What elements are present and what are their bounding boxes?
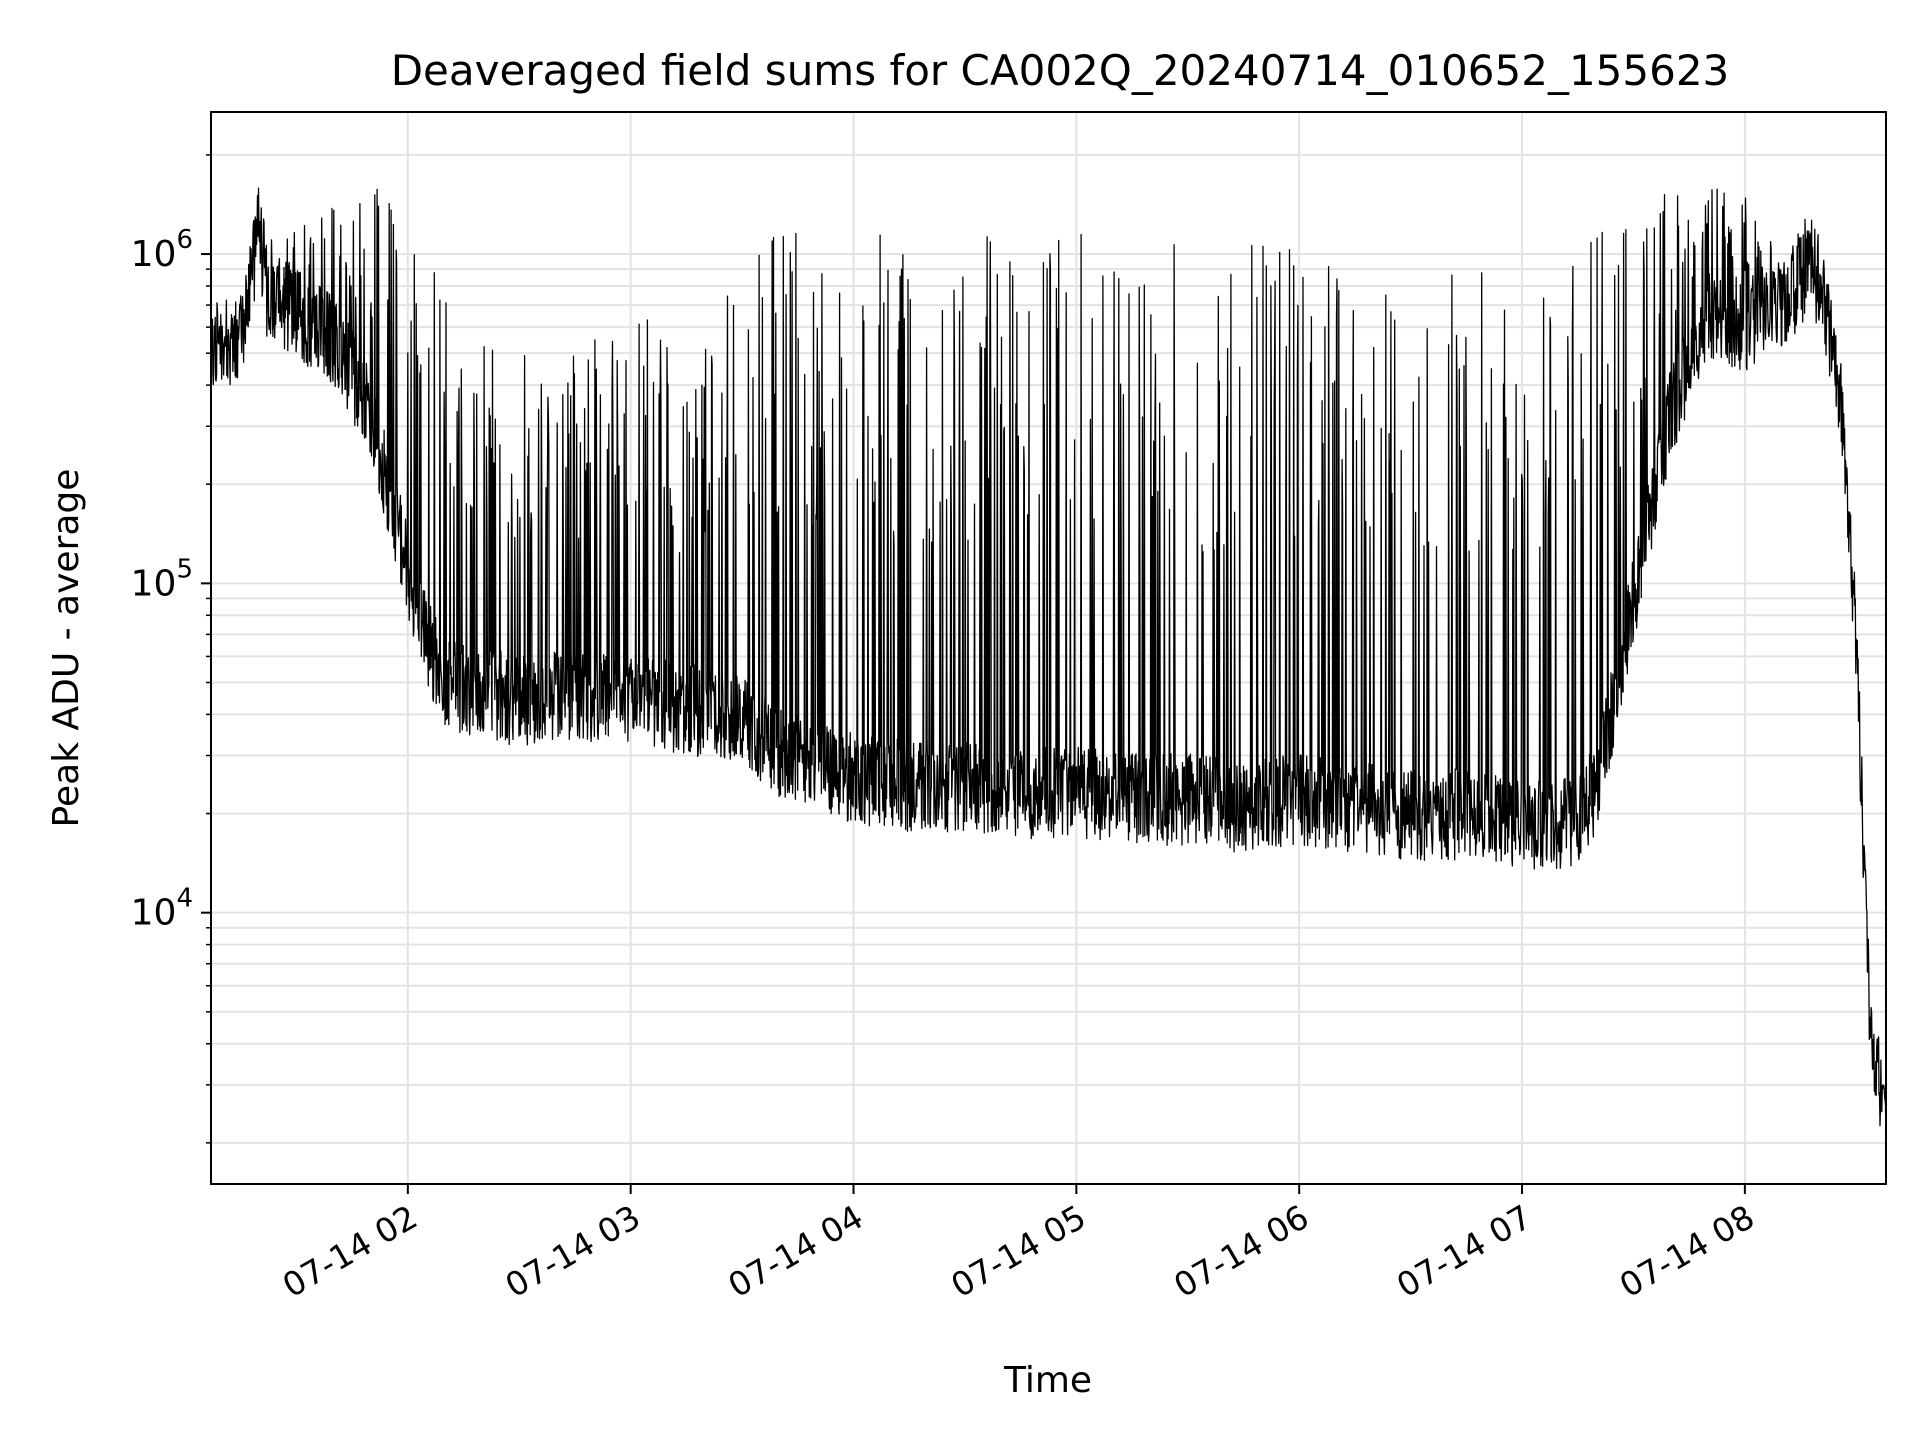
x-tick-label: 07-14 08 <box>1613 1197 1761 1305</box>
x-tick-label: 07-14 07 <box>1390 1197 1538 1305</box>
x-axis: 07-14 02 07-14 03 07-14 04 07-14 05 07-14 06… <box>276 1184 1761 1305</box>
x-tick-label: 07-14 03 <box>499 1197 647 1305</box>
series-line <box>210 187 1887 1143</box>
plot-frame <box>210 111 1887 1185</box>
x-tick-label: 07-14 05 <box>944 1197 1092 1305</box>
x-tick-label: 07-14 02 <box>276 1197 424 1305</box>
chart-title: Deaveraged field sums for CA002Q_2024071… <box>391 46 1730 95</box>
y-axis-label: Peak ADU - average <box>46 469 87 828</box>
series <box>210 187 1887 1143</box>
x-tick-label: 07-14 06 <box>1167 1197 1315 1305</box>
x-axis-label: Time <box>1003 1360 1092 1401</box>
y-axis: 104 105 106 <box>131 154 211 1144</box>
y-tick-label: 105 <box>131 554 193 604</box>
x-tick-label: 07-14 04 <box>722 1197 870 1305</box>
y-tick-label: 104 <box>131 884 193 934</box>
y-tick-label: 106 <box>131 225 193 275</box>
